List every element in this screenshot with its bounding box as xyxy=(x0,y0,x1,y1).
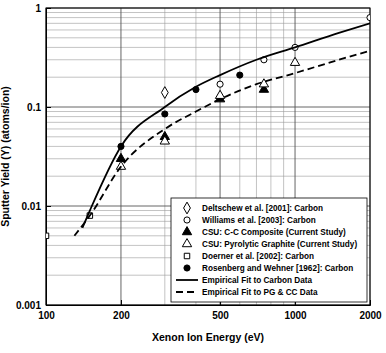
tick-mark xyxy=(46,206,51,207)
data-point xyxy=(162,111,168,117)
y-axis-title: Sputter Yield (Y) (atoms/ion) xyxy=(0,86,11,227)
tick-label: 1000 xyxy=(284,310,307,321)
legend-swatch xyxy=(184,265,190,271)
legend-label: CSU: Pyrolytic Graphite (Current Study) xyxy=(202,240,357,249)
data-point xyxy=(215,90,224,98)
legend-swatch xyxy=(182,227,191,235)
legend-swatch xyxy=(176,291,198,293)
legend-swatch xyxy=(184,253,189,258)
legend-swatch xyxy=(182,239,191,247)
minor-grid-line xyxy=(46,176,370,177)
fit-line xyxy=(82,23,370,228)
legend-box xyxy=(171,198,367,302)
data-point xyxy=(367,15,370,21)
tick: 1000 xyxy=(284,300,307,321)
tick-mark xyxy=(46,107,51,108)
minor-grid-line xyxy=(46,47,370,48)
minor-grid-line xyxy=(46,128,370,129)
tick-label: 0.1 xyxy=(27,102,41,113)
legend-label: Empirical Fit to PG & CC Data xyxy=(202,288,318,297)
data-point xyxy=(290,57,299,65)
plot-marks xyxy=(46,15,370,239)
minor-grid-line xyxy=(46,136,370,137)
legend-label: Doerner et al. [2002]: Carbon xyxy=(202,252,314,261)
minor-grid-line xyxy=(46,146,370,147)
data-point xyxy=(237,72,243,78)
data-point xyxy=(160,136,169,144)
tick: 500 xyxy=(212,300,229,321)
minor-grid-line xyxy=(46,116,370,117)
plot-frame xyxy=(46,8,370,305)
tick-label: 100 xyxy=(38,310,55,321)
legend-swatch xyxy=(176,279,198,281)
tick-label: 2000 xyxy=(359,310,382,321)
minor-grid-line xyxy=(46,17,370,18)
minor-grid-line xyxy=(46,111,370,112)
tick: 2000 xyxy=(359,300,382,321)
minor-grid-line xyxy=(46,12,370,13)
minor-grid-line xyxy=(46,59,370,60)
y-axis-line xyxy=(47,9,52,306)
grid xyxy=(46,8,370,305)
legend-label: Rosenberg and Wehner [1962]: Carbon xyxy=(202,264,353,273)
data-point xyxy=(161,87,168,99)
grid-line xyxy=(46,107,370,108)
minor-grid-line xyxy=(46,77,370,78)
tick-mark xyxy=(46,305,51,306)
tick-label: 1 xyxy=(35,3,41,14)
x-axis: 100 200 500 1000 2000 xyxy=(38,300,382,321)
minor-grid-line xyxy=(46,158,370,159)
legend-swatch xyxy=(184,202,191,214)
tick-label: 0.001 xyxy=(16,300,41,311)
tick-label: 0.01 xyxy=(22,201,42,212)
tick: 0.1 xyxy=(27,102,51,113)
minor-grid-line xyxy=(46,23,370,24)
legend-label: Deltschew et al. [2001]: Carbon xyxy=(202,204,323,213)
tick-mark xyxy=(46,8,51,9)
tick-label: 200 xyxy=(113,310,130,321)
tick: 0.001 xyxy=(16,300,51,311)
legend-label: Empirical Fit to Carbon Data xyxy=(202,276,313,285)
minor-grid-line xyxy=(46,122,370,123)
minor-grid-line xyxy=(164,8,165,305)
tick: 0.01 xyxy=(22,201,51,212)
chart: 100 200 500 1000 2000 0.001 0.01 0.1 1 Xenon Ion … xyxy=(0,0,386,353)
tick-label: 500 xyxy=(212,310,229,321)
legend-swatch xyxy=(184,217,190,223)
tick-mark xyxy=(370,300,371,305)
y-axis: 0.001 0.01 0.1 1 xyxy=(16,3,51,311)
tick: 200 xyxy=(113,300,130,321)
data-point xyxy=(217,81,223,87)
x-axis-title: Xenon Ion Energy (eV) xyxy=(152,331,264,343)
minor-grid-line xyxy=(46,29,370,30)
legend: Deltschew et al. [2001]: Carbon Williams … xyxy=(171,198,367,302)
legend-label: CSU: C-C Composite (Current Study) xyxy=(202,228,346,237)
tick: 1 xyxy=(35,3,51,14)
legend-label: Williams et al. [2003]: Carbon xyxy=(202,216,316,225)
tick-mark xyxy=(121,300,122,305)
data-point xyxy=(46,233,49,238)
